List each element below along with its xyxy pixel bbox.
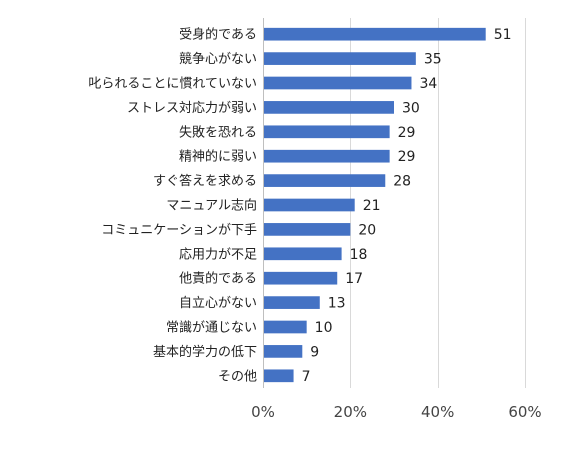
x-tick-label: 20% xyxy=(334,403,367,421)
bar xyxy=(264,247,342,261)
x-tick-label: 40% xyxy=(421,403,454,421)
x-tick-label: 0% xyxy=(251,403,275,421)
value-label: 13 xyxy=(328,296,346,312)
category-label: 自立心がない xyxy=(179,296,257,311)
value-label: 34 xyxy=(419,76,437,92)
bar xyxy=(264,198,355,212)
bar xyxy=(264,223,351,236)
category-label: 応用力が不足 xyxy=(179,247,257,262)
value-label: 30 xyxy=(402,100,420,116)
x-tick-label: 60% xyxy=(508,403,541,421)
category-label: 競争心がない xyxy=(179,52,257,67)
bar-layer xyxy=(264,27,486,383)
value-label: 29 xyxy=(398,125,416,141)
category-label: 失敗を恐れる xyxy=(179,125,257,140)
value-label: 51 xyxy=(494,27,512,43)
category-label: 他責的である xyxy=(179,271,257,287)
bar xyxy=(264,345,303,358)
value-label: 35 xyxy=(424,52,442,68)
category-label: マニュアル志向 xyxy=(166,198,257,214)
label-layer: 0% 20% 40% 60% 受身的である 51 競争心がない 35 叱られることに慣れていない… xyxy=(88,27,541,421)
value-label: 10 xyxy=(315,320,333,336)
bar xyxy=(264,101,394,114)
bar xyxy=(264,52,416,65)
category-label: コミュニケーションが下手 xyxy=(101,223,257,238)
category-label: 常識が通じない xyxy=(166,321,257,336)
value-label: 21 xyxy=(363,198,381,214)
category-label: 精神的に弱い xyxy=(179,149,257,165)
bar xyxy=(264,296,320,309)
bar xyxy=(264,174,386,187)
value-label: 20 xyxy=(358,222,376,238)
category-label: その他 xyxy=(218,369,257,384)
value-label: 28 xyxy=(393,174,411,190)
bar xyxy=(264,27,486,41)
category-label: 叱られることに慣れていない xyxy=(88,76,257,92)
bar xyxy=(264,271,338,285)
value-label: 17 xyxy=(345,271,363,287)
bar xyxy=(264,320,307,334)
value-label: 7 xyxy=(302,369,311,385)
bar xyxy=(264,149,390,163)
category-label: ストレス対応力が弱い xyxy=(127,101,257,116)
category-label: すぐ答えを求める xyxy=(153,173,257,189)
bar xyxy=(264,369,294,383)
bar xyxy=(264,76,412,90)
value-label: 29 xyxy=(398,149,416,165)
category-label: 受身的である xyxy=(179,27,257,43)
value-label: 18 xyxy=(350,247,368,263)
value-label: 9 xyxy=(310,344,319,360)
bar xyxy=(264,125,390,139)
category-label: 基本的学力の低下 xyxy=(153,344,257,360)
